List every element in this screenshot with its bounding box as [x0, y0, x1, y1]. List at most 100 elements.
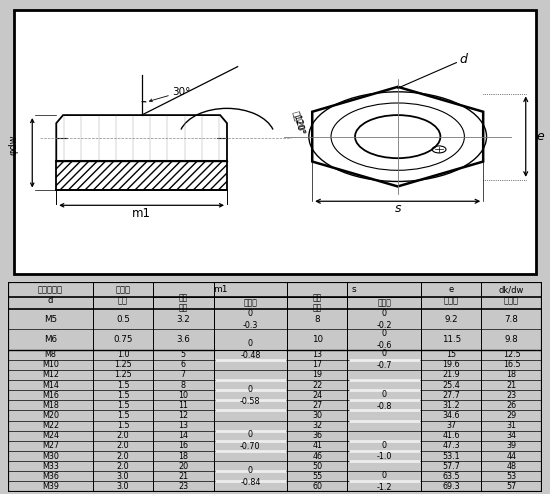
Text: 9.8: 9.8 — [505, 335, 519, 344]
Text: 47.3: 47.3 — [442, 441, 460, 451]
Text: M22: M22 — [42, 421, 59, 430]
Text: M10: M10 — [42, 360, 59, 369]
Text: 1.5: 1.5 — [117, 391, 129, 400]
Text: 69.3: 69.3 — [442, 482, 460, 491]
Text: m1: m1 — [132, 207, 151, 220]
Text: M24: M24 — [42, 431, 59, 440]
Text: M16: M16 — [42, 391, 59, 400]
Text: 0
-0.48: 0 -0.48 — [240, 339, 261, 360]
Text: 25.4: 25.4 — [442, 380, 460, 390]
Text: 0
-0.2: 0 -0.2 — [377, 309, 392, 329]
Text: 41: 41 — [312, 441, 322, 451]
Text: 絀20°: 絀20° — [292, 114, 306, 135]
Text: 0
-0.7: 0 -0.7 — [377, 349, 392, 370]
Text: M18: M18 — [42, 401, 59, 410]
Text: 10: 10 — [312, 335, 323, 344]
Text: 1.5: 1.5 — [117, 380, 129, 390]
Text: 11.5: 11.5 — [442, 335, 461, 344]
Text: 21: 21 — [178, 472, 189, 481]
Text: 31: 31 — [507, 421, 516, 430]
Text: 1.25: 1.25 — [114, 360, 132, 369]
Text: 63.5: 63.5 — [442, 472, 460, 481]
Text: 1.5: 1.5 — [117, 401, 129, 410]
Text: 18: 18 — [507, 370, 516, 379]
Text: M20: M20 — [42, 411, 59, 420]
Text: 21: 21 — [507, 380, 516, 390]
Text: M5: M5 — [44, 315, 57, 324]
Text: M6: M6 — [44, 335, 57, 344]
Text: 0
-1.2: 0 -1.2 — [377, 471, 392, 492]
Text: ピッチ
細目: ピッチ 細目 — [116, 285, 130, 305]
Text: 18: 18 — [178, 452, 189, 460]
Text: 44: 44 — [507, 452, 516, 460]
Text: 約120°: 約120° — [291, 110, 306, 136]
Text: 1.5: 1.5 — [117, 411, 129, 420]
Text: 0
-1.0: 0 -1.0 — [377, 441, 392, 461]
Text: M12: M12 — [42, 370, 59, 379]
Text: 32: 32 — [312, 421, 322, 430]
Text: 57: 57 — [507, 482, 516, 491]
Text: 0
-0.3: 0 -0.3 — [243, 309, 258, 329]
Text: m1: m1 — [213, 285, 228, 294]
Text: 27.7: 27.7 — [442, 391, 460, 400]
Text: 許容差: 許容差 — [377, 298, 391, 307]
Text: 19: 19 — [312, 370, 322, 379]
Text: 12: 12 — [178, 411, 189, 420]
Text: 許容差: 許容差 — [244, 298, 257, 307]
Text: s: s — [394, 203, 401, 215]
Text: 0.75: 0.75 — [113, 335, 133, 344]
Text: M39: M39 — [42, 482, 59, 491]
Text: 13: 13 — [178, 421, 189, 430]
Text: 1.25: 1.25 — [114, 370, 132, 379]
Text: 6: 6 — [181, 360, 186, 369]
Text: 15: 15 — [446, 350, 456, 359]
Text: 7.8: 7.8 — [505, 315, 519, 324]
Text: 0
-0.84: 0 -0.84 — [240, 466, 261, 487]
Polygon shape — [312, 87, 483, 186]
Text: M33: M33 — [42, 462, 59, 471]
Text: 1.0: 1.0 — [117, 350, 129, 359]
Text: 0
-0.70: 0 -0.70 — [240, 430, 261, 451]
Text: 2.0: 2.0 — [117, 462, 129, 471]
Text: dk/dw
（約）: dk/dw （約） — [499, 285, 524, 305]
Text: 0.5: 0.5 — [116, 315, 130, 324]
Text: 8: 8 — [181, 380, 186, 390]
Text: 23: 23 — [178, 482, 189, 491]
Polygon shape — [56, 161, 227, 191]
Text: 0
-0.58: 0 -0.58 — [240, 385, 261, 406]
Text: 16: 16 — [178, 441, 189, 451]
Text: 2.0: 2.0 — [117, 452, 129, 460]
Text: M8: M8 — [45, 350, 57, 359]
Text: 24: 24 — [312, 391, 322, 400]
Text: 50: 50 — [312, 462, 322, 471]
Text: 3.0: 3.0 — [117, 472, 129, 481]
Text: 17: 17 — [312, 360, 322, 369]
Text: M14: M14 — [42, 380, 59, 390]
Text: 0
-0.6: 0 -0.6 — [377, 329, 392, 350]
Text: 8: 8 — [315, 315, 320, 324]
Text: 7: 7 — [181, 370, 186, 379]
Text: M36: M36 — [42, 472, 59, 481]
Text: e
（約）: e （約） — [444, 285, 459, 305]
Text: 37: 37 — [446, 421, 456, 430]
Text: 基準
寸法: 基準 寸法 — [313, 293, 322, 313]
Text: 46: 46 — [312, 452, 322, 460]
Text: 2.0: 2.0 — [117, 431, 129, 440]
Text: 55: 55 — [312, 472, 322, 481]
Text: 30°: 30° — [173, 87, 191, 97]
Text: 0
-0.8: 0 -0.8 — [377, 390, 392, 411]
Text: 27: 27 — [312, 401, 322, 410]
Text: e: e — [537, 130, 544, 143]
Text: 53: 53 — [507, 472, 516, 481]
Text: 21.9: 21.9 — [442, 370, 460, 379]
Text: 48: 48 — [507, 462, 516, 471]
FancyBboxPatch shape — [14, 10, 536, 274]
Text: 16.5: 16.5 — [503, 360, 520, 369]
Text: 30: 30 — [312, 411, 322, 420]
Text: 36: 36 — [312, 431, 322, 440]
Text: 2.0: 2.0 — [117, 441, 129, 451]
Text: 11: 11 — [178, 401, 189, 410]
Text: 23: 23 — [507, 391, 516, 400]
Text: 3.2: 3.2 — [177, 315, 190, 324]
Text: 10: 10 — [178, 391, 189, 400]
